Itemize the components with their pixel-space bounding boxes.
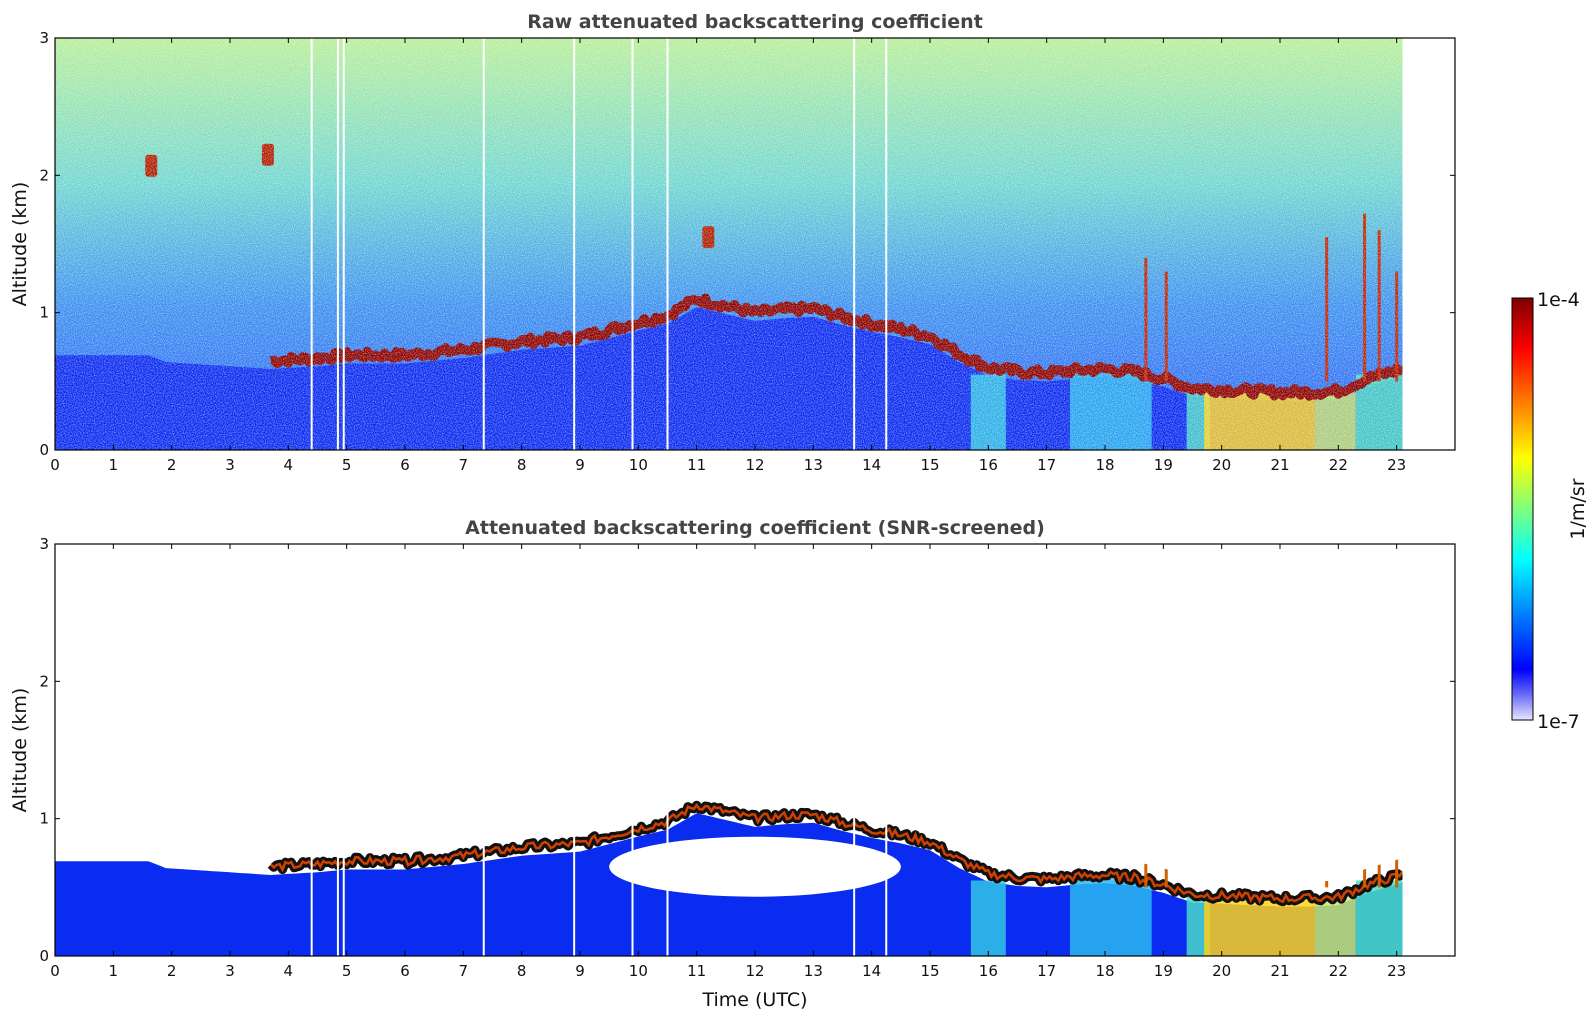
x-axis: 0 1 2 3 4 5 6 7 8 9 10 11 12 13 14 15 16 17 18 19 20 21 22 23 bbox=[50, 544, 1406, 980]
x-tick-label: 2 bbox=[167, 456, 177, 474]
high-signal-patch bbox=[970, 880, 1006, 956]
x-tick-label: 4 bbox=[284, 962, 294, 980]
x-tick-label: 8 bbox=[517, 456, 527, 474]
x-tick-label: 5 bbox=[342, 962, 352, 980]
x-tick-label: 23 bbox=[1387, 456, 1406, 474]
high-signal-patch bbox=[1070, 879, 1152, 956]
x-tick-label: 3 bbox=[225, 456, 235, 474]
x-tick-label: 1 bbox=[109, 962, 119, 980]
chart-title: Raw attenuated backscattering coefficien… bbox=[527, 11, 983, 33]
x-tick-label: 13 bbox=[804, 962, 823, 980]
x-tick-label: 17 bbox=[1037, 962, 1056, 980]
x-tick-label: 17 bbox=[1037, 456, 1056, 474]
x-tick-label: 23 bbox=[1387, 962, 1406, 980]
x-tick-label: 11 bbox=[687, 962, 706, 980]
x-axis: 0 1 2 3 4 5 6 7 8 9 10 11 12 13 14 15 16 17 18 19 20 21 22 23 bbox=[50, 38, 1406, 474]
data-gaps bbox=[310, 38, 1455, 450]
x-tick-label: 0 bbox=[50, 456, 60, 474]
high-signal-patch bbox=[1315, 898, 1356, 956]
y-tick-label: 1 bbox=[39, 304, 49, 322]
x-axis-label: Time (UTC) bbox=[701, 989, 807, 1011]
x-tick-label: 5 bbox=[342, 456, 352, 474]
no-data-region bbox=[1402, 38, 1455, 450]
x-tick-label: 4 bbox=[284, 456, 294, 474]
x-tick-label: 20 bbox=[1212, 456, 1231, 474]
x-tick-label: 13 bbox=[804, 456, 823, 474]
x-tick-label: 12 bbox=[745, 962, 764, 980]
x-tick-label: 18 bbox=[1095, 456, 1114, 474]
y-axis: 0 1 2 3 bbox=[39, 535, 1455, 965]
x-tick-label: 9 bbox=[575, 456, 585, 474]
y-tick-label: 0 bbox=[39, 441, 49, 459]
colorbar: 1e-4 1e-7 1/m/sr bbox=[1511, 289, 1589, 733]
x-tick-label: 16 bbox=[979, 456, 998, 474]
x-tick-label: 10 bbox=[629, 962, 648, 980]
y-axis: 0 1 2 3 bbox=[39, 29, 1455, 459]
data-gaps bbox=[55, 544, 1455, 956]
y-tick-label: 3 bbox=[39, 535, 49, 553]
colorbar-gradient bbox=[1511, 297, 1534, 721]
x-tick-label: 11 bbox=[687, 456, 706, 474]
panel-snr-screened: Attenuated backscattering coefficient (S… bbox=[9, 517, 1456, 1011]
x-tick-label: 10 bbox=[629, 456, 648, 474]
y-tick-label: 0 bbox=[39, 947, 49, 965]
x-tick-label: 14 bbox=[862, 962, 881, 980]
x-tick-label: 12 bbox=[745, 456, 764, 474]
screened-hole bbox=[609, 836, 901, 897]
x-tick-label: 22 bbox=[1329, 962, 1348, 980]
x-tick-label: 15 bbox=[920, 456, 939, 474]
x-tick-label: 21 bbox=[1270, 456, 1289, 474]
x-tick-label: 16 bbox=[979, 962, 998, 980]
heatmap-area bbox=[55, 38, 1455, 450]
high-signal-patch bbox=[1204, 898, 1315, 956]
x-tick-label: 3 bbox=[225, 962, 235, 980]
layer-top-core bbox=[269, 803, 1404, 904]
colorbar-max-label: 1e-4 bbox=[1537, 289, 1580, 311]
x-tick-label: 0 bbox=[50, 962, 60, 980]
x-tick-label: 2 bbox=[167, 962, 177, 980]
heatmap-area bbox=[55, 544, 1455, 956]
x-tick-label: 22 bbox=[1329, 456, 1348, 474]
colorbar-units-label: 1/m/sr bbox=[1567, 478, 1589, 539]
chart-title: Attenuated backscattering coefficient (S… bbox=[465, 517, 1045, 539]
x-tick-label: 19 bbox=[1154, 456, 1173, 474]
x-tick-label: 6 bbox=[400, 962, 410, 980]
x-tick-label: 1 bbox=[109, 456, 119, 474]
x-tick-label: 20 bbox=[1212, 962, 1231, 980]
y-axis-label: Altitude (km) bbox=[9, 182, 31, 307]
x-tick-label: 15 bbox=[920, 962, 939, 980]
x-tick-label: 8 bbox=[517, 962, 527, 980]
x-tick-label: 14 bbox=[862, 456, 881, 474]
x-tick-label: 7 bbox=[459, 962, 469, 980]
y-tick-label: 2 bbox=[39, 166, 49, 184]
colorbar-min-label: 1e-7 bbox=[1537, 711, 1580, 733]
y-tick-label: 1 bbox=[39, 810, 49, 828]
y-axis-label: Altitude (km) bbox=[9, 688, 31, 813]
screened-region bbox=[55, 544, 1403, 882]
y-tick-label: 3 bbox=[39, 29, 49, 47]
panel-raw: Raw attenuated backscattering coefficien… bbox=[9, 11, 1456, 474]
x-tick-label: 7 bbox=[459, 456, 469, 474]
x-tick-label: 6 bbox=[400, 456, 410, 474]
x-tick-label: 9 bbox=[575, 962, 585, 980]
noise-speckle bbox=[55, 38, 1405, 450]
x-tick-label: 21 bbox=[1270, 962, 1289, 980]
x-tick-label: 19 bbox=[1154, 962, 1173, 980]
no-data-region bbox=[1402, 544, 1455, 956]
x-tick-label: 18 bbox=[1095, 962, 1114, 980]
y-tick-label: 2 bbox=[39, 672, 49, 690]
